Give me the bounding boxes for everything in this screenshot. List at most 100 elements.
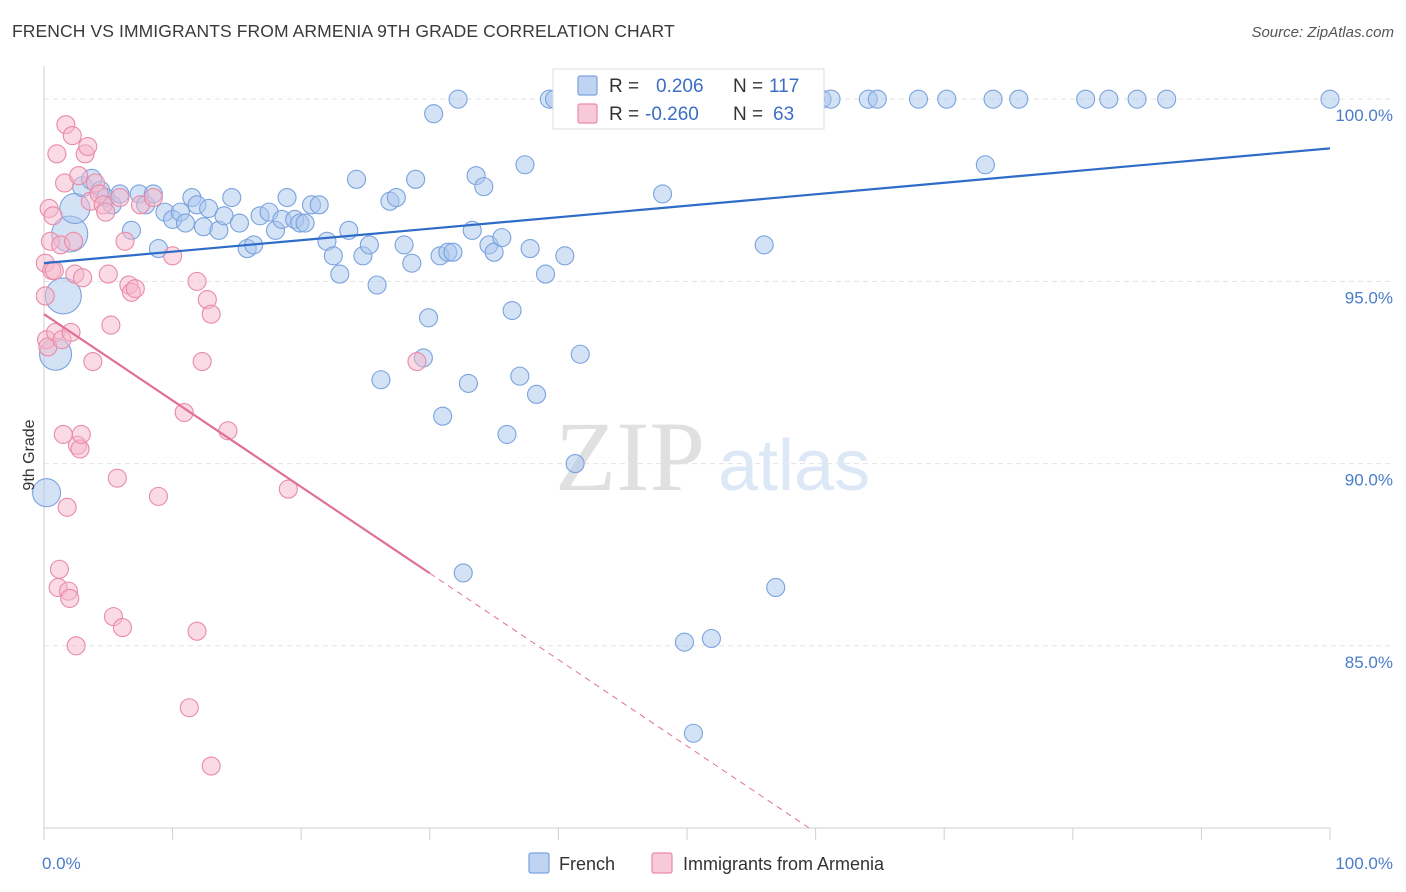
french-point — [175, 213, 196, 233]
french-point — [277, 187, 297, 208]
french-trend-line — [43, 147, 1331, 265]
trend-lines — [43, 147, 1331, 829]
french-point — [701, 628, 721, 649]
armenia-point — [78, 136, 98, 157]
armenia-point — [125, 279, 145, 299]
french-point — [448, 89, 468, 109]
armenia-point — [110, 187, 130, 208]
x-tick-label: 100.0% — [1335, 854, 1393, 873]
legend-armenia-r-label: R = — [609, 104, 639, 125]
french-point — [359, 235, 379, 255]
armenia-point — [148, 486, 169, 506]
legend-armenia-r-value: -0.260 — [645, 104, 699, 125]
french-point — [520, 239, 540, 259]
armenia-point — [49, 559, 69, 579]
y-tick-labels: 100.0% 95.0% 90.0% 85.0% — [1335, 106, 1393, 672]
armenia-point — [96, 202, 116, 222]
armenia-point — [278, 479, 298, 499]
french-point — [406, 169, 426, 189]
french-point — [323, 246, 343, 266]
armenia-point — [60, 588, 80, 608]
armenia-point — [43, 206, 63, 226]
french-point — [371, 370, 391, 390]
french-point — [510, 366, 530, 386]
french-point — [570, 344, 590, 364]
french-point — [754, 235, 774, 255]
french-point — [309, 195, 329, 215]
french-point — [346, 169, 367, 189]
legend-armenia-n-value: 63 — [773, 104, 794, 125]
french-point — [515, 155, 535, 175]
french-point — [535, 264, 556, 284]
french-point — [418, 308, 439, 328]
armenia-trend-line — [43, 313, 431, 575]
french-point — [565, 454, 585, 474]
armenia-point — [64, 231, 84, 251]
armenia-point — [73, 268, 93, 288]
french-point — [526, 384, 547, 404]
legend-armenia-n-label: N = — [733, 104, 763, 125]
french-point — [199, 198, 219, 219]
french-point — [766, 577, 786, 598]
stats-legend: R = 0.206 N = 117 R = -0.260 N = 63 — [552, 68, 825, 130]
axes — [43, 66, 1331, 840]
french-point — [908, 89, 929, 109]
french-point — [867, 89, 887, 109]
legend-french-r-label: R = — [609, 76, 639, 97]
chart-title: FRENCH VS IMMIGRANTS FROM ARMENIA 9TH GR… — [12, 21, 675, 41]
watermark-atlas: atlas — [718, 426, 870, 506]
armenia-point — [201, 756, 221, 776]
armenia-point — [115, 231, 135, 251]
grid-lines — [44, 98, 1390, 647]
armenia-point — [187, 271, 207, 291]
armenia-point — [174, 403, 194, 423]
watermark: ZIP atlas — [555, 401, 870, 512]
french-point — [394, 235, 414, 255]
armenia-point — [83, 351, 103, 372]
french-point — [458, 373, 478, 393]
french-point — [983, 89, 1003, 109]
armenia-point — [201, 304, 221, 324]
french-point — [1076, 89, 1096, 109]
armenia-point — [71, 424, 91, 444]
legend-french-swatch — [577, 75, 598, 96]
source-label: Source: ZipAtlas.com — [1251, 24, 1394, 41]
french-point — [937, 89, 957, 109]
y-tick-label: 85.0% — [1345, 653, 1393, 672]
armenia-points — [35, 115, 427, 776]
french-point — [492, 228, 512, 248]
french-point — [214, 206, 234, 226]
french-point — [222, 187, 242, 208]
legend-french-n-label: N = — [733, 76, 763, 97]
x-tick-label: 0.0% — [42, 854, 81, 873]
armenia-point — [112, 618, 132, 638]
french-point — [1127, 89, 1147, 109]
armenia-trend-extension — [429, 572, 810, 829]
french-point — [330, 264, 350, 284]
french-point — [653, 184, 673, 204]
french-point — [433, 406, 453, 426]
legend-french-n-value: 117 — [769, 76, 799, 97]
armenia-point — [163, 246, 183, 266]
armenia-point — [57, 497, 77, 517]
french-point — [1009, 89, 1029, 109]
french-point — [229, 213, 250, 233]
french-point — [1099, 89, 1119, 109]
french-point — [402, 253, 422, 273]
french-point — [386, 187, 406, 208]
bottom-legend-french-label: French — [559, 854, 615, 874]
armenia-point — [192, 351, 212, 372]
legend-armenia-swatch — [577, 103, 598, 124]
french-point — [497, 424, 517, 444]
bottom-legend-french-swatch — [528, 852, 550, 874]
y-axis-label: 9th Grade — [21, 419, 38, 490]
french-point — [683, 723, 703, 743]
french-point — [674, 632, 694, 652]
armenia-point — [179, 698, 199, 718]
french-point — [32, 478, 62, 508]
series-legend: French Immigrants from Armenia — [528, 852, 885, 874]
y-tick-label: 90.0% — [1345, 471, 1393, 490]
french-point — [555, 246, 575, 266]
french-point — [453, 563, 473, 583]
